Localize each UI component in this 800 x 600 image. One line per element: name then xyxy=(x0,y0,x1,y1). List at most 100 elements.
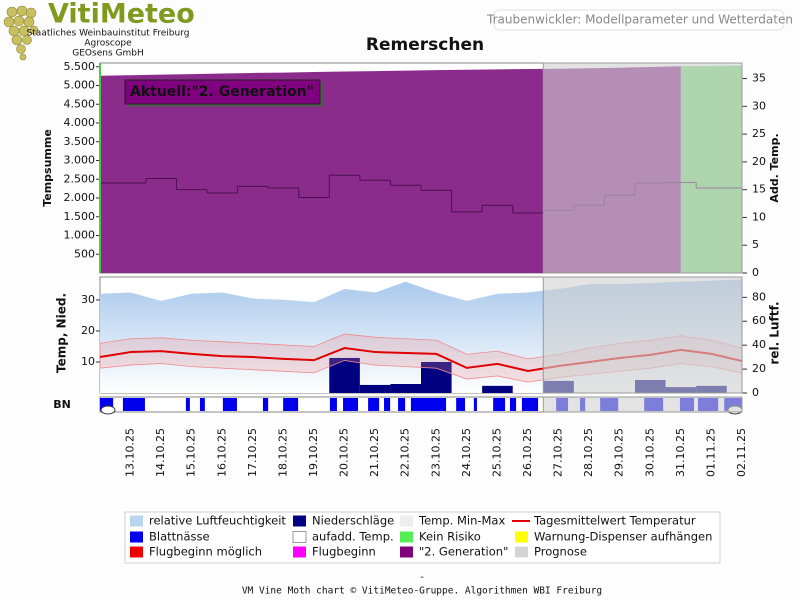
subtitle-box xyxy=(493,9,785,31)
footer-credit: VM Vine Moth chart © VitiMeteo-Gruppe. A… xyxy=(242,586,602,597)
y-tick-label: 1.000 xyxy=(64,229,96,242)
x-tick-label: 30.10.25 xyxy=(643,428,656,477)
legend-label: Kein Risiko xyxy=(419,530,481,544)
y-tick-label: 4.500 xyxy=(64,97,96,110)
temp-sum-area xyxy=(100,66,681,273)
legend-label: Flugbeginn xyxy=(312,545,376,559)
precip-bar xyxy=(421,361,452,393)
leaf-wetness xyxy=(473,398,477,411)
legend-swatch xyxy=(515,531,528,543)
legend-label: Blattnässe xyxy=(149,530,210,544)
y-tick-label: 2.000 xyxy=(64,191,96,204)
institution: Staatliches Weinbauinstitut Freiburg xyxy=(27,29,190,39)
y-tick-label: 25 xyxy=(752,127,766,140)
x-tick-label: 26.10.25 xyxy=(521,428,534,477)
leaf-wetness xyxy=(185,398,190,411)
y2-axis-label: rel. Luftf. xyxy=(768,301,782,364)
x-tick-label: 28.10.25 xyxy=(582,428,595,477)
x-tick-label: 27.10.25 xyxy=(552,428,565,477)
x-tick-label: 29.10.25 xyxy=(613,428,626,477)
x-tick-label: 31.10.25 xyxy=(674,428,687,477)
legend-label: "2. Generation" xyxy=(419,545,508,559)
legend-swatch xyxy=(293,546,306,558)
y-tick-label: 30 xyxy=(81,293,95,306)
x-tick-label: 16.10.25 xyxy=(215,428,228,477)
legend-label: Temp. Min-Max xyxy=(418,514,505,528)
leaf-wetness xyxy=(493,398,506,411)
legend-swatch xyxy=(293,515,306,527)
y-tick-label: 20 xyxy=(752,362,766,375)
x-tick-label: 17.10.25 xyxy=(246,428,259,477)
legend-label: aufadd. Temp. xyxy=(312,530,394,544)
y-tick-label: 5.500 xyxy=(64,60,96,73)
legend: relative Luftfeuchtigkeit Niederschläge Te… xyxy=(130,514,712,559)
y-tick-label: 5.000 xyxy=(64,79,96,92)
prognosis-overlay xyxy=(542,396,743,413)
y-tick-label: 20 xyxy=(81,324,95,337)
legend-label: Niederschläge xyxy=(312,514,394,528)
leaf-wetness xyxy=(384,398,391,411)
y2-axis-label: Add. Temp. xyxy=(768,133,781,202)
y-tick-label: 40 xyxy=(752,338,766,351)
legend-label: Tagesmittelwert Temperatur xyxy=(533,514,696,528)
y-tick-label: 10 xyxy=(752,210,766,223)
legend-swatch xyxy=(130,531,143,543)
leaf-wetness xyxy=(283,398,299,411)
legend-swatch xyxy=(292,531,307,543)
leaf-wetness xyxy=(509,398,517,411)
footer-dash: - xyxy=(420,572,424,583)
leaf-wetness xyxy=(199,398,205,411)
leaf-wetness xyxy=(329,398,337,411)
y-tick-label: 500 xyxy=(74,247,95,260)
y-tick-label: 20 xyxy=(752,155,766,168)
y-tick-label: 60 xyxy=(752,314,766,327)
leaf-wetness xyxy=(122,398,145,411)
nav-button xyxy=(100,405,116,415)
prognosis-overlay xyxy=(542,276,743,394)
precip-bar xyxy=(359,384,391,393)
legend-label: Flugbeginn möglich xyxy=(149,545,262,559)
legend-swatch xyxy=(400,546,413,558)
leaf-wetness xyxy=(398,398,406,411)
legend-box xyxy=(124,511,721,564)
x-tick-label: 20.10.25 xyxy=(338,428,351,477)
x-tick-label: 21.10.25 xyxy=(368,428,381,477)
prognosis-overlay xyxy=(542,62,743,274)
x-tick-label: 25.10.25 xyxy=(490,428,503,477)
x-tick-label: 01.11.25 xyxy=(704,428,717,477)
y-tick-label: 0 xyxy=(752,266,759,279)
legend-label: Prognose xyxy=(534,545,587,559)
y-tick-label: 3.000 xyxy=(64,154,96,167)
y-tick-label: 35 xyxy=(752,72,766,85)
y-tick-label: 5 xyxy=(752,238,759,251)
leaf-wetness xyxy=(521,398,539,411)
y-tick-label: 4.000 xyxy=(64,116,96,129)
leaf-wetness xyxy=(262,398,269,411)
x-tick-label: 23.10.25 xyxy=(429,428,442,477)
strip-label: BN xyxy=(53,398,71,411)
x-tick-label: 14.10.25 xyxy=(154,428,167,477)
y-tick-label: 80 xyxy=(752,290,766,303)
legend-swatch xyxy=(130,546,143,558)
y-tick-label: 2.500 xyxy=(64,172,96,185)
x-tick-label: 13.10.25 xyxy=(124,428,137,477)
x-tick-label: 24.10.25 xyxy=(460,428,473,477)
subtitle: Traubenwickler: Modellparameter und Wett… xyxy=(486,13,793,27)
institution: GEOsens GmbH xyxy=(72,49,143,59)
plots: 5001.0001.5002.0002.5003.0003.5004.0004.… xyxy=(41,60,782,477)
institution: Agroscope xyxy=(84,39,132,49)
logo-grapes xyxy=(3,5,39,61)
y-tick-label: 0 xyxy=(752,386,759,399)
chart-title: Remerschen xyxy=(366,35,484,55)
y-tick-label: 30 xyxy=(752,99,766,112)
legend-swatch xyxy=(515,546,528,558)
legend-swatch xyxy=(400,531,413,543)
x-tick-label: 18.10.25 xyxy=(276,428,289,477)
annotation: Aktuell:"2. Generation" xyxy=(130,84,314,100)
leaf-wetness xyxy=(410,398,447,411)
logo-text: VitiMeteo xyxy=(48,0,195,30)
y-axis-label: Tempsumme xyxy=(41,129,54,207)
legend-label: relative Luftfeuchtigkeit xyxy=(149,514,286,528)
annotation-box xyxy=(124,79,321,105)
precip-bar xyxy=(390,384,421,393)
